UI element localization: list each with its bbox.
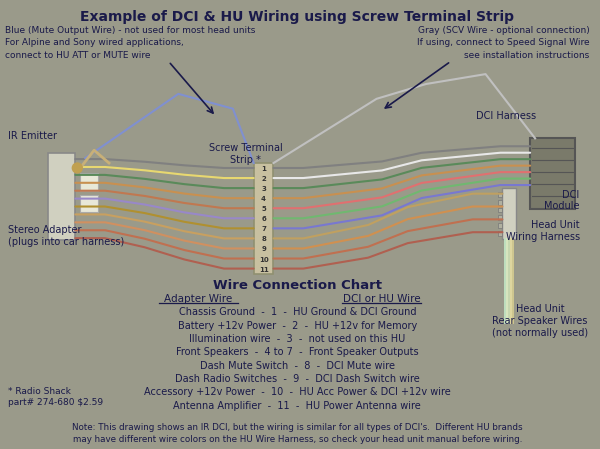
Bar	[499, 223, 502, 228]
Text: DCI
Module: DCI Module	[544, 190, 580, 211]
Bar	[254, 163, 274, 274]
Text: 4: 4	[261, 196, 266, 202]
Bar	[499, 216, 502, 220]
Text: Illumination wire  -  3  -  not used on this HU: Illumination wire - 3 - not used on this…	[189, 334, 406, 344]
Text: 3: 3	[261, 186, 266, 192]
Text: Antenna Amplifier  -  11  -  HU Power Antenna wire: Antenna Amplifier - 11 - HU Power Antenn…	[173, 401, 421, 411]
Text: Blue (Mute Output Wire) - not used for most head units
For Alpine and Sony wired: Blue (Mute Output Wire) - not used for m…	[5, 26, 256, 60]
Bar	[499, 200, 502, 205]
Text: DCI Harness: DCI Harness	[476, 110, 536, 121]
Text: 9: 9	[261, 247, 266, 252]
Bar	[499, 207, 502, 212]
Text: 1: 1	[261, 166, 266, 172]
Text: Accessory +12v Power  -  10  -  HU Acc Power & DCI +12v wire: Accessory +12v Power - 10 - HU Acc Power…	[144, 387, 451, 397]
Text: Dash Mute Switch  -  8  -  DCI Mute wire: Dash Mute Switch - 8 - DCI Mute wire	[200, 361, 395, 371]
Bar	[499, 231, 502, 236]
Text: Chassis Ground  -  1  -  HU Ground & DCI Ground: Chassis Ground - 1 - HU Ground & DCI Gro…	[179, 307, 416, 317]
Text: Head Unit
Wiring Harness: Head Unit Wiring Harness	[506, 220, 580, 242]
Text: Wire Connection Chart: Wire Connection Chart	[213, 279, 382, 292]
Text: * Radio Shack
part# 274-680 $2.59: * Radio Shack part# 274-680 $2.59	[8, 387, 103, 407]
Bar	[499, 192, 502, 197]
Circle shape	[73, 163, 82, 173]
Text: 8: 8	[261, 236, 266, 242]
Text: Head Unit
Rear Speaker Wires
(not normally used): Head Unit Rear Speaker Wires (not normal…	[492, 304, 588, 338]
Text: Stereo Adapter
(plugs into car harness): Stereo Adapter (plugs into car harness)	[8, 225, 124, 247]
Bar	[530, 138, 575, 210]
Text: Screw Terminal
Strip *: Screw Terminal Strip *	[209, 143, 283, 165]
Text: Front Speakers  -  4 to 7  -  Front Speaker Outputs: Front Speakers - 4 to 7 - Front Speaker …	[176, 348, 419, 357]
Bar	[502, 188, 516, 239]
Text: Adapter Wire: Adapter Wire	[164, 295, 232, 304]
Text: Battery +12v Power  -  2  -  HU +12v for Memory: Battery +12v Power - 2 - HU +12v for Mem…	[178, 321, 417, 330]
Text: Dash Radio Switches  -  9  -  DCI Dash Switch wire: Dash Radio Switches - 9 - DCI Dash Switc…	[175, 374, 419, 384]
Text: Note: This drawing shows an IR DCI, but the wiring is similar for all types of D: Note: This drawing shows an IR DCI, but …	[72, 423, 523, 445]
Text: Example of DCI & HU Wiring using Screw Terminal Strip: Example of DCI & HU Wiring using Screw T…	[80, 10, 514, 24]
Text: 10: 10	[259, 256, 268, 263]
Bar	[80, 195, 98, 212]
Bar	[80, 173, 98, 191]
Text: 2: 2	[261, 176, 266, 182]
Text: 11: 11	[259, 267, 268, 273]
Text: DCI or HU Wire: DCI or HU Wire	[343, 295, 421, 304]
Text: 6: 6	[261, 216, 266, 222]
Bar	[47, 153, 76, 240]
Text: Gray (SCV Wire - optional connection)
If using, connect to Speed Signal Wire
see: Gray (SCV Wire - optional connection) If…	[417, 26, 590, 60]
Text: 7: 7	[261, 226, 266, 232]
Text: IR Emitter: IR Emitter	[8, 132, 57, 141]
Text: 5: 5	[261, 206, 266, 212]
